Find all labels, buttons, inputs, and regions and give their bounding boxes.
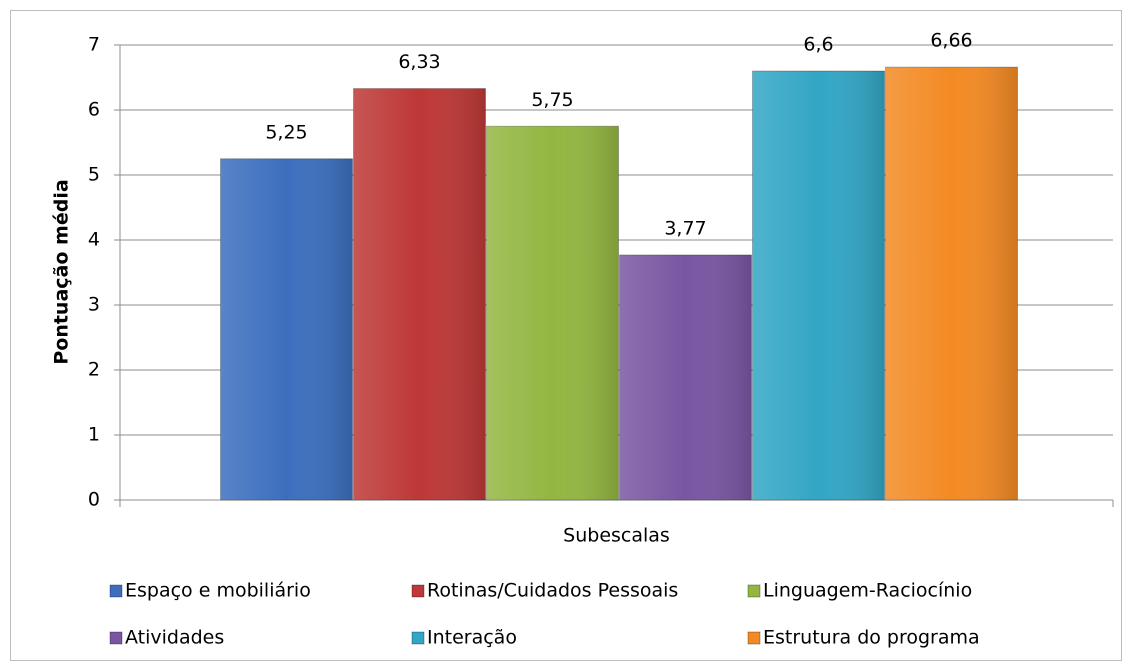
bar-shade (752, 71, 885, 500)
x-tick-label: Subescalas (563, 525, 670, 547)
y-tick-label: 2 (88, 359, 100, 381)
bar-shade (353, 88, 486, 501)
legend-label: Espaço e mobiliário (125, 580, 311, 602)
legend-swatch (411, 631, 425, 645)
data-label: 5,75 (531, 89, 573, 111)
legend-label: Linguagem-Raciocínio (763, 580, 972, 602)
y-tick-label: 7 (88, 34, 100, 56)
y-axis-title: Pontuação média (51, 179, 73, 364)
legend-label: Interação (427, 627, 517, 649)
data-label: 3,77 (664, 217, 706, 239)
legend-label: Rotinas/Cuidados Pessoais (427, 580, 678, 602)
legend-label: Estrutura do programa (763, 627, 980, 649)
legend-swatch (109, 631, 123, 645)
y-tick-label: 5 (88, 164, 100, 186)
y-tick-label: 1 (88, 424, 100, 446)
bar-shade (885, 67, 1018, 500)
y-tick-label: 3 (88, 294, 100, 316)
legend-swatch (747, 631, 761, 645)
legend-swatch (747, 584, 761, 598)
bar-shade (220, 158, 353, 500)
data-label: 5,25 (265, 121, 307, 143)
data-label: 6,6 (803, 34, 833, 56)
legend-swatch (411, 584, 425, 598)
bar-shade (486, 126, 619, 500)
bar-shade (619, 254, 752, 500)
legend-swatch (109, 584, 123, 598)
data-label: 6,66 (930, 30, 972, 52)
legend-label: Atividades (125, 627, 224, 649)
data-label: 6,33 (398, 51, 440, 73)
y-tick-label: 4 (88, 229, 100, 251)
y-tick-label: 6 (88, 99, 100, 121)
y-tick-label: 0 (88, 489, 100, 511)
